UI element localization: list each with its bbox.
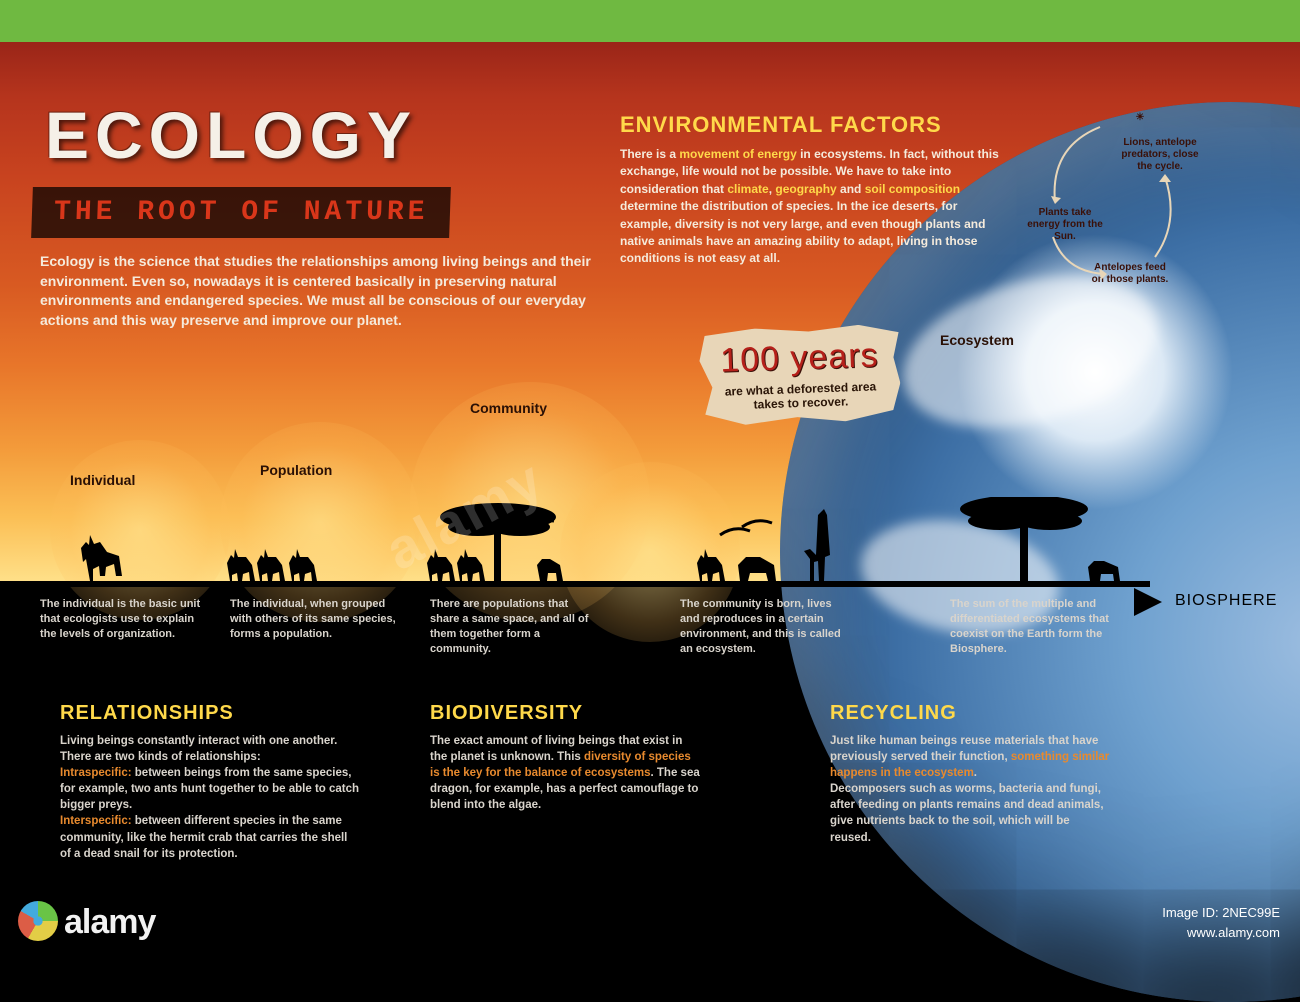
level-label-ecosystem: Ecosystem (940, 332, 1014, 348)
col-heading: RELATIONSHIPS (60, 702, 360, 725)
cycle-arrow-icon (1045, 122, 1105, 212)
col-recycling: RECYCLING Just like human beings reuse m… (830, 702, 1110, 862)
energy-cycle-diagram: ☀ Lions, antelope predators, close the c… (1025, 112, 1195, 302)
savanna-silhouettes (0, 497, 1150, 587)
level-label-population: Population (260, 462, 332, 478)
biosphere-label: BIOSPHERE (1175, 592, 1277, 610)
level-desc-ecosystem: The community is born, lives and reprodu… (680, 597, 850, 656)
level-desc-individual: The individual is the basic unit that ec… (40, 597, 210, 642)
image-id: 2NEC99E (1222, 905, 1280, 920)
level-desc-population: The individual, when grouped with others… (230, 597, 400, 642)
cycle-arrow-icon (1045, 232, 1115, 282)
callout-big: 100 years (713, 336, 886, 381)
page-subtitle: THE ROOT OF NATURE (31, 187, 451, 238)
environmental-factors: ENVIRONMENTAL FACTORS There is a movemen… (620, 112, 1000, 268)
env-text: There is a (620, 147, 679, 161)
image-url: www.alamy.com (1187, 925, 1280, 940)
intro-paragraph: Ecology is the science that studies the … (40, 252, 600, 330)
col-heading: BIODIVERSITY (430, 702, 700, 725)
col-body: The exact amount of living beings that e… (430, 733, 700, 813)
env-heading: ENVIRONMENTAL FACTORS (620, 112, 1000, 138)
env-hl: soil composition (865, 182, 960, 196)
env-text: determine the distribution of species. I… (620, 199, 985, 265)
env-hl: movement of energy (679, 147, 796, 161)
level-label-individual: Individual (70, 472, 135, 488)
cycle-lion: Lions, antelope predators, close the cyc… (1120, 137, 1200, 173)
env-hl: climate (727, 182, 768, 196)
brand-watermark: alamy (18, 901, 155, 942)
col-body: Living beings constantly interact with o… (60, 733, 360, 862)
env-body: There is a movement of energy in ecosyst… (620, 146, 1000, 268)
col-hl: Intraspecific: (60, 767, 132, 779)
page-title: ECOLOGY (45, 97, 417, 173)
env-hl: geography (775, 182, 836, 196)
level-label-community: Community (470, 400, 547, 416)
col-hl: Interspecific: (60, 815, 132, 827)
top-bar (0, 0, 1300, 42)
col-text: . (974, 767, 977, 779)
image-meta: Image ID: 2NEC99E www.alamy.com (1162, 903, 1280, 942)
col-heading: RECYCLING (830, 702, 1110, 725)
col-text: Decomposers such as worms, bacteria and … (830, 783, 1104, 843)
col-body: Just like human beings reuse materials t… (830, 733, 1110, 846)
biosphere-arrow-icon (1134, 588, 1162, 616)
cycle-arrow-icon (1135, 172, 1185, 262)
level-desc-community: There are populations that share a same … (430, 597, 600, 656)
callout-small: are what a deforested area takes to reco… (714, 379, 887, 414)
bottom-columns: RELATIONSHIPS Living beings constantly i… (60, 702, 1140, 862)
col-biodiversity: BIODIVERSITY The exact amount of living … (430, 702, 700, 862)
level-desc-biosphere: The sum of the multiple and differentiat… (950, 597, 1140, 656)
main-area: ECOLOGY THE ROOT OF NATURE Ecology is th… (0, 42, 1300, 956)
env-text: and (837, 182, 865, 196)
col-text: Living beings constantly interact with o… (60, 735, 337, 763)
cycle-sun-icon: ☀ (1100, 112, 1180, 124)
image-id-label: Image ID: (1162, 905, 1222, 920)
callout-100-years: 100 years are what a deforested area tak… (698, 324, 901, 427)
col-relationships: RELATIONSHIPS Living beings constantly i… (60, 702, 360, 862)
